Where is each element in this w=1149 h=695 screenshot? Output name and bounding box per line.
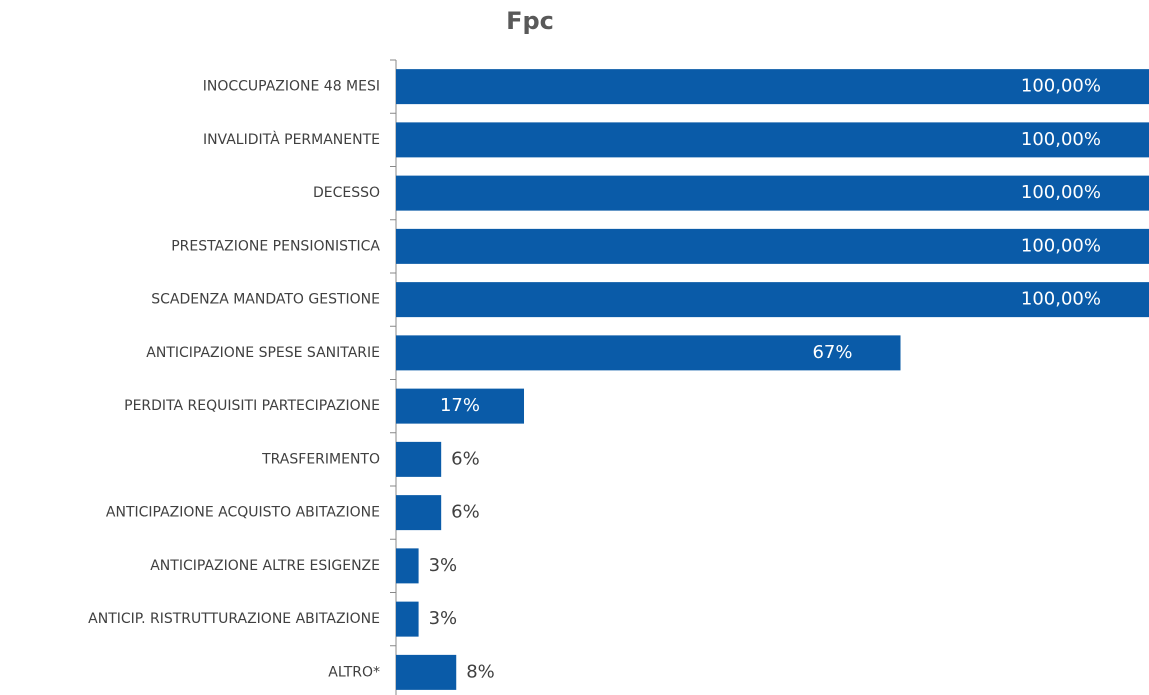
y-tick-label: ANTICIPAZIONE SPESE SANITARIE (146, 345, 380, 361)
y-tick-label: SCADENZA MANDATO GESTIONE (151, 292, 380, 308)
bar (396, 548, 419, 584)
chart-title: Fpc (506, 7, 554, 35)
bar (396, 495, 442, 531)
y-tick-label: PRESTAZIONE PENSIONISTICA (171, 238, 380, 254)
y-tick-label: INOCCUPAZIONE 48 MESI (203, 79, 380, 95)
bar (396, 388, 525, 424)
bar (396, 335, 901, 371)
y-tick-label: ANTICIPAZIONE ALTRE ESIGENZE (150, 558, 380, 574)
bar (396, 122, 1149, 158)
y-tick-label: ANTICIPAZIONE ACQUISTO ABITAZIONE (106, 505, 380, 521)
bar (396, 282, 1149, 318)
y-tick-label: ANTICIP. RISTRUTTURAZIONE ABITAZIONE (88, 611, 380, 627)
data-label: 3% (429, 555, 458, 576)
bar (396, 69, 1149, 105)
y-tick-label: PERDITA REQUISITI PARTECIPAZIONE (124, 398, 380, 414)
bar (396, 175, 1149, 211)
data-label: 100,00% (1021, 76, 1101, 97)
bar (396, 601, 419, 637)
y-tick-label: INVALIDITÀ PERMANENTE (203, 131, 380, 148)
y-tick-label: TRASFERIMENTO (261, 451, 380, 467)
bar (396, 441, 442, 477)
data-label: 8% (466, 661, 495, 682)
bar (396, 654, 457, 690)
y-tick-label: DECESSO (313, 185, 380, 201)
y-tick-label: ALTRO* (328, 664, 380, 680)
data-label: 67% (812, 342, 852, 363)
data-label: 6% (451, 502, 480, 523)
data-label: 3% (429, 608, 458, 629)
data-label: 6% (451, 448, 480, 469)
data-label: 100,00% (1021, 235, 1101, 256)
data-label: 100,00% (1021, 289, 1101, 310)
bar (396, 228, 1149, 264)
data-label: 17% (440, 395, 480, 416)
data-label: 100,00% (1021, 129, 1101, 150)
data-label: 100,00% (1021, 182, 1101, 203)
